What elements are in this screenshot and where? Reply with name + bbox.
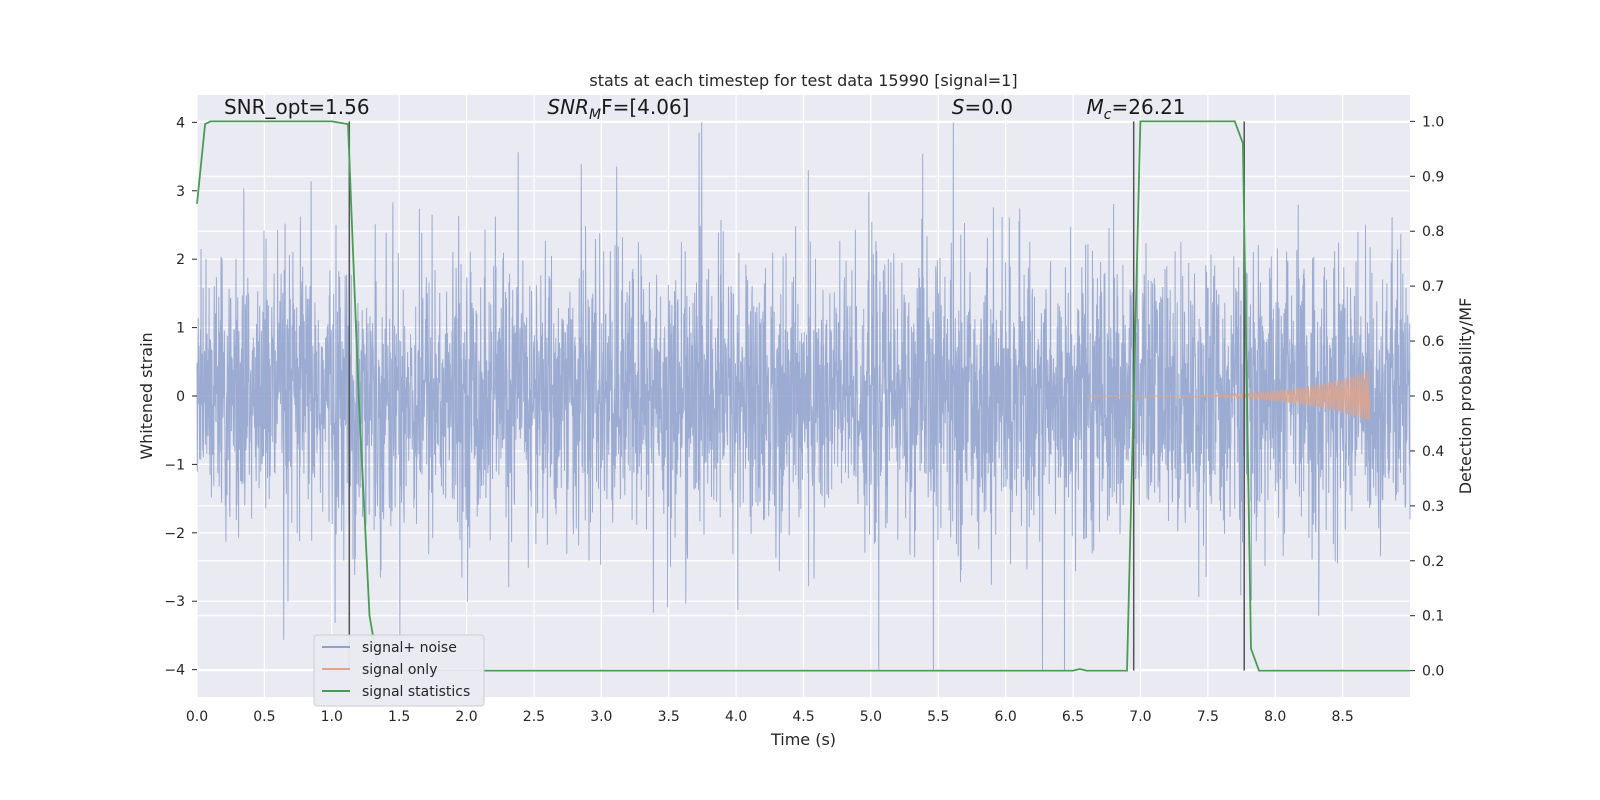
y2-axis-label: Detection probability/MF <box>1456 298 1475 495</box>
y2-tick-label: 0.5 <box>1422 389 1444 405</box>
annotation-text: Mc=26.21 <box>1087 95 1186 123</box>
annotation-subscript: M <box>589 107 601 123</box>
x-tick-label: 8.0 <box>1264 709 1286 725</box>
y2-tick-label: 0.9 <box>1422 169 1444 185</box>
y-tick-label: 4 <box>176 115 185 131</box>
y2-tick-label: 0.1 <box>1422 609 1444 625</box>
annotation-main: S <box>952 95 965 119</box>
annotation-main: SNR <box>547 95 589 119</box>
x-tick-label: 6.0 <box>995 709 1017 725</box>
y-tick-label: 1 <box>176 321 185 337</box>
x-tick-label: 6.5 <box>1062 709 1084 725</box>
x-axis-ticks: 0.0 0.5 1.0 1.5 2.0 2.5 3.0 3.5 4.0 4.5 5.0 5.5 6.0 6… <box>186 709 1354 725</box>
chart-title: stats at each timestep for test data 159… <box>589 71 1017 90</box>
annotation-main: M <box>1087 95 1104 119</box>
x-tick-label: 4.0 <box>725 709 747 725</box>
y-tick-label: −1 <box>164 457 185 473</box>
annotation-text: SNRMF=[4.06] <box>547 95 689 123</box>
y2-tick-label: 0.8 <box>1422 224 1444 240</box>
x-tick-label: 7.0 <box>1129 709 1151 725</box>
annotations: SNR_opt=1.56 SNRMF=[4.06] S=0.0 Mc=26.21 <box>224 95 1186 123</box>
y-tick-label: 2 <box>176 252 185 268</box>
x-tick-label: 2.0 <box>455 709 477 725</box>
y2-axis-ticks: 0.0 0.1 0.2 0.3 0.4 0.5 0.6 0.7 0.8 0.9 1.0 <box>1410 114 1444 680</box>
y2-tick-label: 0.3 <box>1422 499 1444 515</box>
annotation-main: SNR_opt=1.56 <box>224 95 370 119</box>
y2-tick-label: 0.7 <box>1422 279 1444 295</box>
x-tick-label: 8.5 <box>1331 709 1353 725</box>
series-signal-noise <box>196 122 1411 670</box>
legend-box <box>313 634 485 707</box>
x-axis-label: Time (s) <box>770 730 836 749</box>
series-signal-statistics <box>196 120 1410 672</box>
annotation-subscript: c <box>1104 107 1112 123</box>
annotation-tail: =26.21 <box>1112 95 1186 119</box>
x-tick-label: 4.5 <box>792 709 814 725</box>
x-tick-label: 3.0 <box>590 709 612 725</box>
x-tick-label: 1.0 <box>321 709 343 725</box>
x-tick-label: 5.5 <box>927 709 949 725</box>
y2-tick-label: 0.2 <box>1422 554 1444 570</box>
y-tick-label: −2 <box>164 526 185 542</box>
x-tick-label: 0.0 <box>186 709 208 725</box>
annotation-text: SNR_opt=1.56 <box>224 95 370 119</box>
y-tick-label: 3 <box>176 184 185 200</box>
y2-tick-label: 1.0 <box>1422 114 1444 130</box>
x-tick-label: 7.5 <box>1197 709 1219 725</box>
y2-tick-label: 0.6 <box>1422 334 1444 350</box>
annotation-tail: =0.0 <box>964 95 1013 119</box>
x-tick-label: 5.0 <box>860 709 882 725</box>
x-tick-label: 0.5 <box>253 709 275 725</box>
x-tick-label: 1.5 <box>388 709 410 725</box>
y-tick-label: 0 <box>176 389 185 405</box>
annotation-text: S=0.0 <box>952 95 1013 119</box>
legend-label: signal+ noise <box>362 640 457 656</box>
x-tick-label: 3.5 <box>658 709 680 725</box>
y-axis-ticks: −4 −3 −2 −1 0 1 2 3 4 <box>164 115 197 679</box>
y-tick-label: −3 <box>164 594 185 610</box>
y-axis-label: Whitened strain <box>137 332 156 459</box>
y2-tick-label: 0.4 <box>1422 444 1444 460</box>
y-tick-label: −4 <box>164 663 185 679</box>
annotation-tail: F=[4.06] <box>601 95 689 119</box>
y2-tick-label: 0.0 <box>1422 664 1444 680</box>
legend-label: signal statistics <box>362 684 470 700</box>
signal-noise-line <box>196 122 1411 670</box>
legend-label: signal only <box>362 662 437 678</box>
signal-statistics-line <box>196 120 1410 672</box>
x-tick-label: 2.5 <box>523 709 545 725</box>
legend: signal+ noise signal only signal statistic… <box>313 634 485 707</box>
